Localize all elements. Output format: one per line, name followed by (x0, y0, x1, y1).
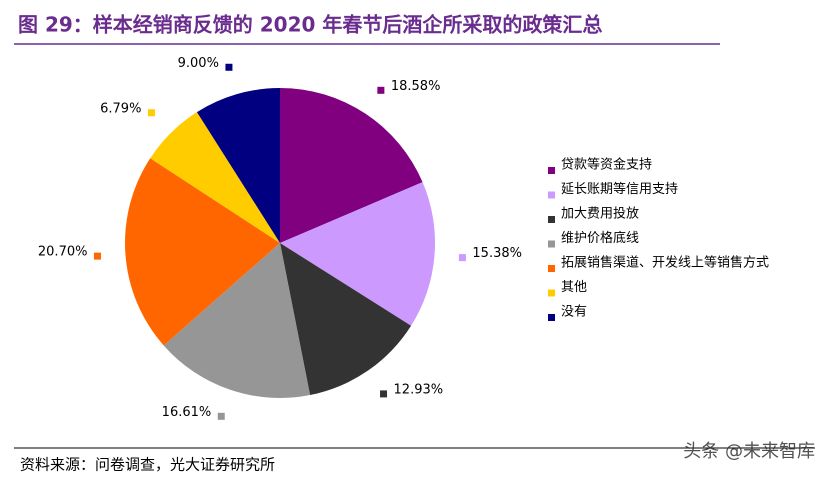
pie-slice (124, 158, 280, 346)
source: 资料来源：问卷调查，光大证券研究所 (20, 456, 275, 474)
label-marker (225, 63, 233, 71)
legend-label: 加大费用投放 (561, 206, 639, 222)
pie-slice (280, 182, 435, 326)
label-marker (217, 412, 225, 420)
legend-swatch (548, 265, 555, 272)
value-label: 9.00% (178, 56, 219, 71)
watermark: 头条 @未来智库 (683, 441, 815, 462)
legend-label: 贷款等资金支持 (561, 157, 652, 173)
pie-slice (280, 88, 423, 243)
legend-swatch (548, 289, 555, 297)
label-marker (147, 109, 155, 117)
legend-swatch (548, 240, 555, 248)
legend-swatch (548, 191, 555, 199)
label-marker (458, 254, 466, 262)
legend-label: 维护价格底线 (561, 230, 639, 246)
value-label: 16.61% (162, 405, 212, 420)
legend-swatch (548, 167, 555, 174)
pie-slice (196, 88, 280, 243)
label-marker (380, 390, 388, 398)
value-label: 15.38% (472, 246, 522, 261)
pie-slice (280, 243, 412, 396)
legend-swatch (548, 216, 555, 223)
label-marker (377, 86, 385, 94)
value-label: 6.79% (100, 101, 141, 116)
chart-title: 图 29：样本经销商反馈的 2020 年春节后酒企所采取的政策汇总 (18, 13, 602, 37)
legend-label: 延长账期等信用支持 (561, 181, 678, 197)
legend-label: 其他 (561, 280, 587, 295)
label-marker (93, 252, 101, 260)
pie-slice (163, 243, 311, 398)
legend-label: 拓展销售渠道、开发线上等销售方式 (561, 255, 769, 271)
value-label: 20.70% (38, 245, 88, 260)
value-label: 18.58% (391, 79, 441, 94)
value-label: 12.93% (394, 382, 444, 397)
pie-slice (150, 112, 280, 243)
legend-label: 没有 (561, 305, 587, 320)
legend-swatch (548, 314, 555, 321)
